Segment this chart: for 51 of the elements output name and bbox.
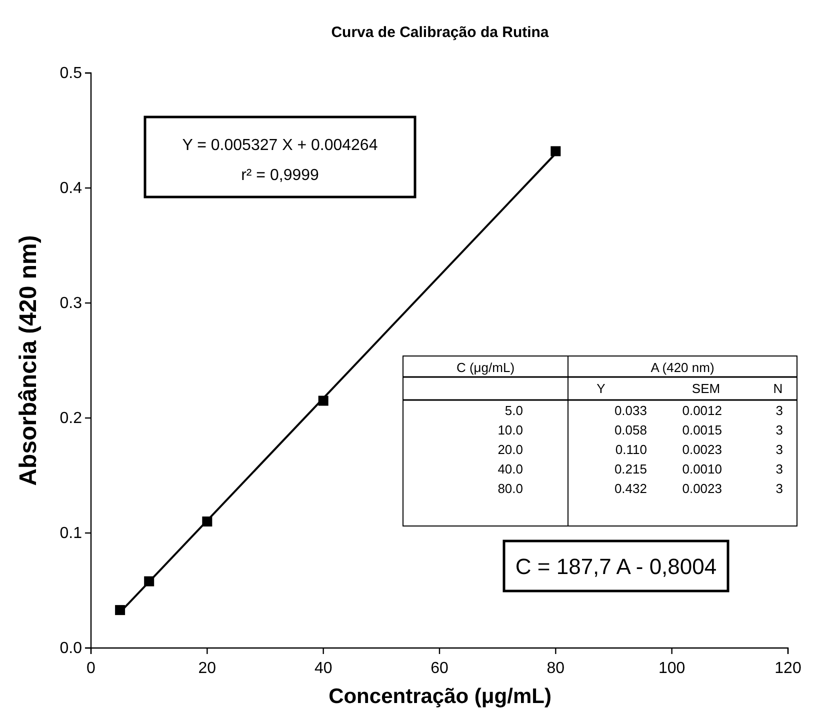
annotation: 3 — [776, 422, 783, 438]
annotation: 80.0 — [498, 481, 523, 496]
annotation: C = 187,7 A - 0,8004 — [515, 554, 717, 579]
x-tick-label: 60 — [430, 660, 448, 677]
formula-box: C = 187,7 A - 0,8004 — [502, 540, 730, 592]
annotation: 0.0023 — [682, 481, 722, 496]
y-axis-title: Absorbância (420 nm) — [15, 235, 42, 486]
annotation: Y = 0.005327 X + 0.004264 — [182, 137, 378, 154]
annotation: 3 — [776, 462, 783, 476]
y-tick-label: 0.3 — [60, 295, 82, 312]
x-axis-title: Concentração (μg/mL) — [328, 685, 552, 708]
point — [202, 516, 212, 526]
annotation: 5.0 — [504, 403, 523, 418]
annotation: Y — [596, 381, 606, 396]
y-tick-label: 0.4 — [60, 180, 82, 198]
x-tick-label: 80 — [546, 660, 565, 677]
x-tick-label: 120 — [774, 660, 802, 677]
x-tick-label: 40 — [314, 660, 332, 677]
annotation: SEM — [692, 381, 720, 396]
point — [144, 576, 154, 586]
y-tick-label: 0.1 — [60, 525, 82, 542]
point — [550, 146, 561, 156]
annotation: 0.0023 — [682, 442, 722, 457]
annotation: 3 — [776, 481, 783, 496]
y-tick-label: 0.0 — [60, 640, 82, 658]
annotation: A (420 nm) — [650, 360, 714, 375]
equation-box: Y = 0.005327 X + 0.004264 r² = 0,9999 — [144, 116, 416, 198]
x-tick-label: 20 — [198, 660, 216, 677]
annotation: 0.0010 — [682, 462, 722, 476]
annotation: 0.0015 — [682, 422, 722, 438]
annotation: r² = 0,9999 — [241, 167, 320, 184]
annotation: 20.0 — [498, 442, 523, 457]
annotation: 0.110 — [615, 442, 647, 457]
annotation: 0.058 — [614, 422, 647, 438]
chart-title: Curva de Calibração da Rutina — [331, 24, 550, 41]
y-tick-label: 0.2 — [60, 410, 82, 428]
annotation: 0.0012 — [682, 403, 722, 418]
x-tick-label: 0 — [86, 660, 96, 677]
annotation: 0.033 — [614, 403, 647, 418]
annotation: 3 — [776, 403, 783, 418]
annotation: 10.0 — [498, 422, 523, 438]
point — [318, 396, 328, 406]
annotation: N — [773, 381, 783, 396]
y-tick-label: 0.5 — [60, 65, 82, 82]
annotation: 40.0 — [498, 462, 523, 476]
annotation: 0.432 — [614, 481, 647, 496]
x-tick-label: 100 — [658, 660, 686, 677]
annotation: 3 — [776, 442, 783, 457]
point — [115, 605, 126, 616]
annotation: 0.215 — [614, 462, 647, 476]
annotation: C (μg/mL) — [456, 360, 515, 375]
